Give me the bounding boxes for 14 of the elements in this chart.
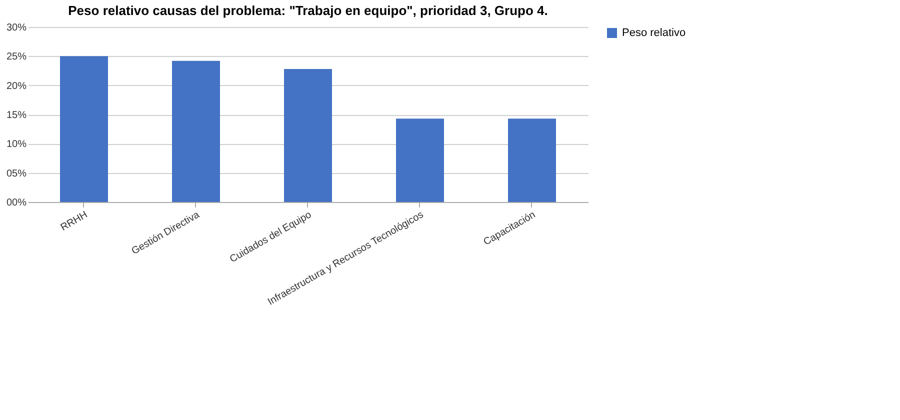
legend-label: Peso relativo xyxy=(622,27,686,39)
bar xyxy=(508,118,556,202)
y-tick-label: 10% xyxy=(6,139,27,150)
bar xyxy=(60,56,108,202)
y-tick-label: 30% xyxy=(6,22,27,34)
chart-title: Peso relativo causas del problema: "Trabajo en equipo", prioridad 3, Grupo 4. xyxy=(68,3,548,18)
y-tick-label: 15% xyxy=(6,110,27,121)
y-tick-label: 25% xyxy=(6,52,27,63)
y-tick-label: 20% xyxy=(6,80,27,92)
bar xyxy=(396,118,444,202)
bar xyxy=(172,60,220,202)
y-tick-label: 05% xyxy=(6,168,27,180)
y-tick-label: 00% xyxy=(6,198,27,208)
bar xyxy=(284,69,332,202)
